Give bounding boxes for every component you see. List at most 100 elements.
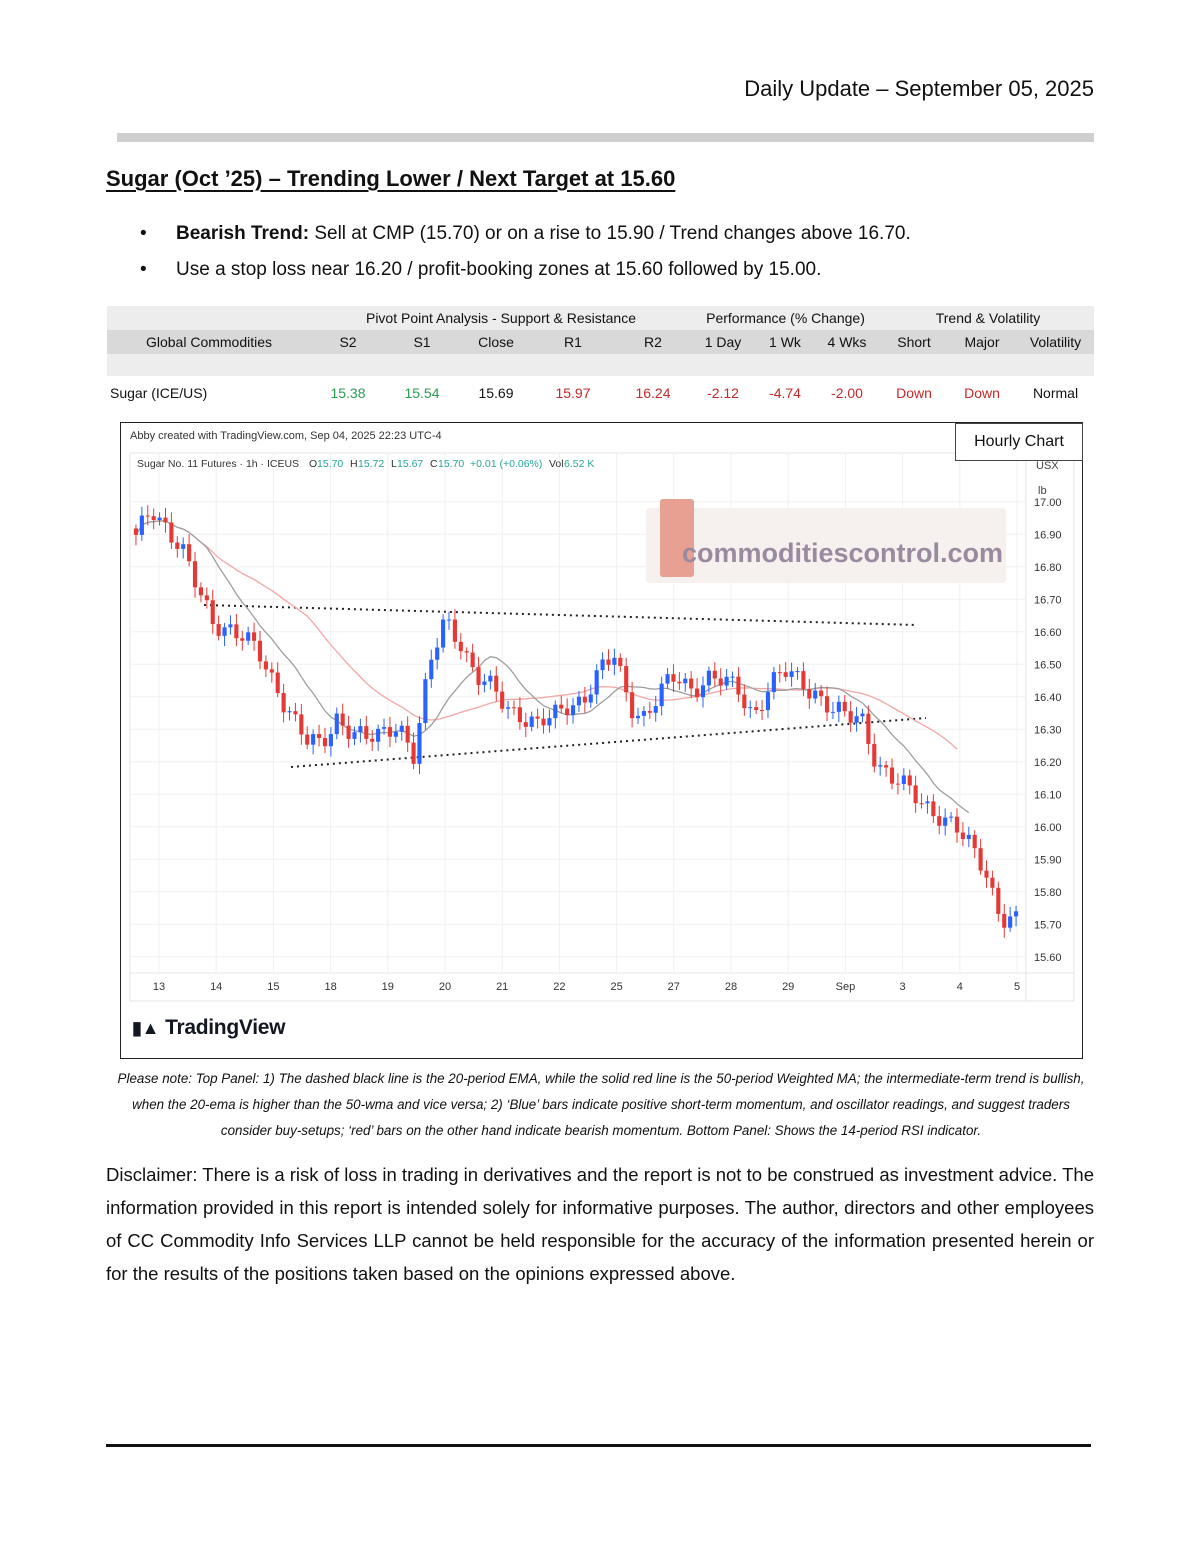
col-header: S1: [413, 334, 431, 350]
legend-h-value: 15.72: [358, 458, 384, 470]
candle-body: [464, 651, 469, 653]
candle-body: [252, 632, 257, 641]
legend-change: +0.01 (+0.06%): [470, 458, 542, 470]
candle-body: [175, 542, 180, 549]
candle-body: [228, 624, 233, 628]
cell-close: 15.69: [478, 385, 514, 401]
candle-body: [435, 647, 440, 660]
candle-body: [559, 704, 564, 709]
cell-1day: -2.12: [707, 385, 739, 401]
x-tick-label: 22: [553, 981, 565, 993]
legend-vol-value: 6.52 K: [564, 458, 594, 470]
x-tick-label: 29: [782, 981, 794, 993]
candle-body: [157, 517, 162, 521]
table-header-row: Global Commodities S2 S1 Close R1 R2 1 D…: [107, 330, 1094, 354]
candle-body: [594, 670, 599, 695]
candle-body: [210, 600, 215, 625]
candle-body: [482, 681, 487, 685]
candle-body: [990, 877, 995, 888]
legend-l-value: 15.67: [397, 458, 423, 470]
candle-body: [139, 515, 144, 535]
col-header: R1: [564, 334, 582, 350]
candle-body: [299, 714, 304, 735]
candle-body: [860, 713, 865, 717]
col-header: Global Commodities: [145, 334, 273, 350]
candle-body: [145, 515, 150, 517]
y-tick-label: 16.60: [1034, 627, 1062, 639]
y-tick-label: 17.00: [1034, 497, 1062, 509]
tradingview-logo: ▮▲ TradingView: [132, 1016, 285, 1040]
disclaimer: Disclaimer: There is a risk of loss in t…: [106, 1164, 1094, 1284]
candle-body: [216, 624, 221, 636]
candle-body: [151, 516, 156, 521]
candle-body: [541, 718, 546, 726]
x-tick-label: Sep: [836, 981, 856, 993]
candle-body: [417, 723, 422, 764]
candle-body: [830, 711, 836, 713]
x-tick-label: 27: [668, 981, 680, 993]
commoditiescontrol-logo: commoditiescontrol.com: [646, 499, 1006, 583]
ema-20-line: [135, 520, 970, 814]
candle-body: [842, 701, 847, 712]
candle-body: [689, 678, 694, 689]
candle-body: [163, 517, 168, 523]
candle-body: [506, 707, 511, 709]
candle-body: [476, 667, 481, 685]
legend-c-label: C: [430, 458, 438, 470]
candle-body: [618, 657, 623, 667]
candle-body: [996, 887, 1001, 914]
support-trendline: [290, 717, 927, 768]
candle-body: [293, 711, 298, 715]
chart-legend: Sugar No. 11 Futures · 1h · ICEUS O 15.7…: [137, 458, 594, 470]
price-chart: commoditiescontrol.com USX lb 17.00 16.90…: [129, 452, 1075, 1002]
candle-body: [925, 801, 930, 804]
candle-body: [866, 713, 871, 744]
candle-body: [878, 765, 883, 767]
y-tick-label: 16.90: [1034, 529, 1062, 541]
col-header: Close: [478, 334, 514, 350]
candle-body: [257, 640, 263, 662]
table-spacer: [107, 354, 1094, 376]
chart-note: Please note: Top Panel: 1) The dashed bl…: [117, 1071, 1085, 1138]
bullet-text: Sell at CMP (15.70) or on a rise to 15.9…: [309, 223, 911, 244]
candle-body: [452, 619, 457, 642]
candle-body: [275, 672, 280, 693]
header-divider: [117, 133, 1094, 142]
candle-body: [393, 731, 398, 737]
tradingview-mark-icon: ▮▲: [132, 1018, 160, 1038]
cell-short: Down: [896, 385, 932, 401]
candle-body: [736, 676, 741, 695]
candle-body: [884, 765, 889, 768]
candle-body: [836, 701, 841, 712]
candle-body: [441, 619, 446, 648]
candle-body: [819, 690, 824, 697]
candle-body: [972, 834, 977, 849]
col-header: R2: [644, 334, 662, 350]
x-tick-label: 28: [725, 981, 737, 993]
candle-body: [712, 670, 717, 679]
candle-body: [570, 705, 576, 716]
cell-r2: 16.24: [635, 385, 671, 401]
candle-body: [954, 816, 960, 833]
cell-1wk: -4.74: [769, 385, 801, 401]
candle-body: [192, 561, 198, 588]
candle-body: [937, 816, 942, 826]
candle-body: [381, 727, 387, 729]
legend-h-label: H: [350, 458, 358, 470]
pivot-table: Pivot Point Analysis - Support & Resista…: [107, 306, 1094, 410]
candle-body: [576, 696, 582, 706]
col-header: 1 Wk: [769, 334, 801, 350]
legend-symbol: Sugar No. 11 Futures · 1h · ICEUS: [137, 458, 299, 470]
bullet-stop-loss: • Use a stop loss near 16.20 / profit-boo…: [140, 259, 821, 281]
candle-body: [198, 587, 203, 596]
x-tick-label: 14: [210, 981, 222, 993]
candle-body: [677, 681, 682, 684]
bullet-bearish-trend: • Bearish Trend: Sell at CMP (15.70) or o…: [140, 223, 911, 245]
candle-body: [854, 716, 859, 723]
candle-body: [423, 679, 428, 724]
legend-o-value: 15.70: [317, 458, 343, 470]
candle-body: [795, 671, 800, 673]
candle-body: [706, 670, 711, 686]
candle-body: [848, 711, 853, 723]
y-tick-label: 16.40: [1034, 692, 1062, 704]
